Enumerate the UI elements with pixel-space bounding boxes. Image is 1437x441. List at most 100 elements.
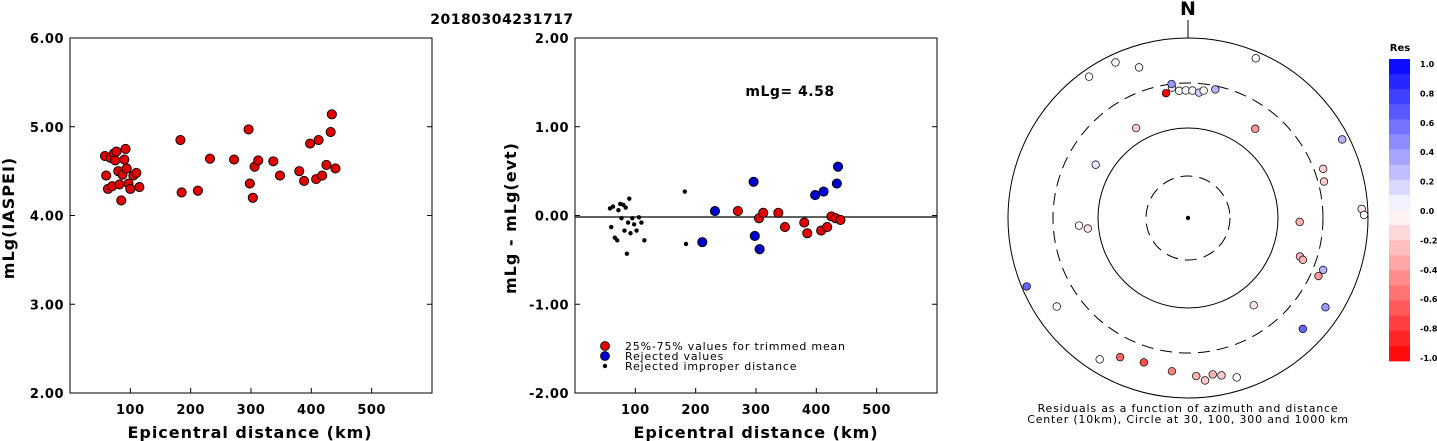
polar-point [1161,89,1171,98]
polar-point [1131,123,1141,133]
ytick-label: 6.00 [30,32,64,47]
point-red [119,154,130,165]
colorbar-tick-label: 0.2 [1420,178,1434,187]
ring-30km [1145,175,1231,261]
colorbar-cell [1389,225,1410,241]
ytick-label: 2.00 [535,32,569,47]
point-blue [697,237,708,248]
colorbar-tick-label: -0.4 [1420,266,1437,275]
point-red [822,221,833,233]
point-improper-distance [642,238,647,243]
xtick-label: 500 [357,403,386,418]
point-improper-distance [610,204,616,209]
polar-point [1251,54,1260,63]
point-improper-distance [631,222,637,227]
colorbar-cell [1389,330,1410,347]
point-red [268,156,279,167]
point-red [176,187,187,198]
point-improper-distance [615,238,620,243]
polar-point [1359,210,1369,220]
xtick-label: 200 [681,403,710,418]
colorbar-cell [1389,270,1410,286]
point-red [121,163,132,174]
polar-point [1022,282,1031,291]
polar-point [1200,376,1210,385]
point-red [192,185,203,196]
ring-300km [1052,82,1324,354]
ytick-label: 1.00 [535,121,569,136]
colorbar-cell [1389,345,1410,362]
xtick-label: 100 [621,403,650,418]
point-red [313,135,324,146]
polar-point [1298,255,1308,264]
xlabel-left: Epicentral distance (km) [127,423,372,441]
point-red [253,155,264,166]
point-red [243,124,254,135]
point-red [305,138,316,149]
legend-label-rejected: Rejected values [625,350,724,363]
distance-rings [1007,37,1369,399]
point-red [125,183,136,194]
colorbar-labels: 1.0 0.8 0.6 0.4 0.2 0.0 -0.2 -0.4 -0.6 -0.8 -1.0 [1420,60,1437,363]
point-improper-distance [622,228,627,233]
legend: 25%-75% values for trimmed mean Rejected… [600,340,845,373]
point-blue [831,178,842,189]
xtick-label: 400 [297,403,326,418]
point-red [732,206,743,217]
point-blue [749,230,760,241]
ytick-label: 4.00 [30,210,64,225]
xtick-label: 100 [116,403,145,418]
polar-point [1111,58,1120,67]
polar-point [1139,358,1149,367]
axes-mid: 100 200 300 400 500 -2.00 -1.00 0.00 1.00 2.00 [529,32,937,418]
polar-point [1091,160,1100,169]
polar-point [1199,86,1208,95]
colorbar-cell [1389,315,1410,332]
colorbar-cell [1389,134,1410,150]
colorbar-tick-label: -0.6 [1420,295,1437,304]
xtick-label: 400 [802,403,831,418]
xtick-label: 500 [862,403,891,418]
point-red [110,155,121,166]
colorbar-cell [1389,300,1410,317]
polar-point [1319,265,1328,275]
colorbar-cell [1389,255,1410,271]
polar-point [1295,217,1304,227]
point-improper-distance [619,215,624,221]
ytick-label: 2.00 [30,387,64,402]
colorbar-cell [1389,59,1410,75]
point-improper-distance [627,196,632,201]
colorbar-cell [1389,164,1410,181]
point-red [204,153,216,164]
ytick-label: -1.00 [529,298,569,313]
polar-point [1095,355,1104,364]
colorbar-tick-label: 0.4 [1420,148,1435,157]
legend-marker-improper [602,363,608,369]
point-red [773,207,784,218]
xtick-label: 300 [237,403,266,418]
ring-100km [1097,127,1279,309]
point-red [317,170,328,181]
point-red [111,146,122,157]
legend-marker-trimmed [600,341,610,351]
xtick-label: 200 [176,403,205,418]
panel-polar: N Residuals as a function of azimuth and… [1007,0,1369,426]
legend-marker-rejected [600,351,610,361]
polar-point [1314,271,1323,281]
point-red [799,217,810,228]
polar-point [1232,373,1241,382]
colorbar-cell [1389,194,1410,211]
ring-1000km [1007,37,1369,399]
point-red [325,127,336,138]
point-red [326,109,337,120]
points-polar [1022,54,1369,385]
point-red [229,154,240,165]
point-red [299,175,310,186]
plot-frame-left [69,37,433,394]
xtick-label: 300 [742,403,771,418]
ylabel-left: mLg(IASPEI) [0,157,18,279]
polar-point [1167,367,1177,376]
point-blue [754,244,765,255]
point-improper-distance [616,207,621,213]
colorbar-tick-label: 0.0 [1420,207,1435,216]
